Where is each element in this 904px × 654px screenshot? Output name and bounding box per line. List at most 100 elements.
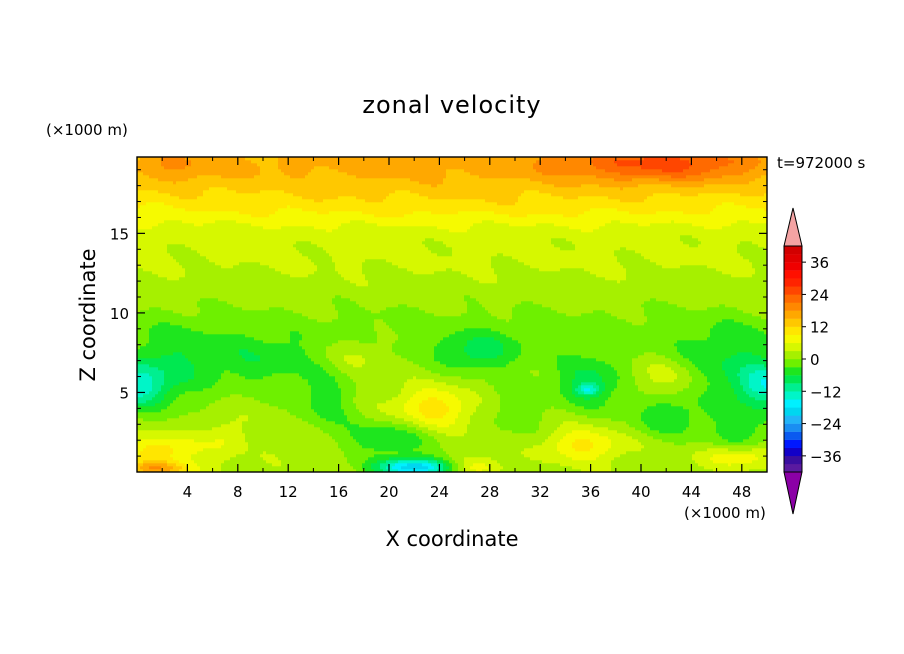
heatmap-cell — [458, 210, 495, 215]
heatmap-cell — [173, 309, 201, 314]
heatmap-cell — [203, 189, 237, 194]
heatmap-cell — [248, 441, 339, 446]
heatmap-cell — [428, 246, 453, 251]
heatmap-cell — [299, 330, 378, 335]
heatmap-cell — [440, 360, 510, 365]
heatmap-cell — [137, 345, 141, 350]
heatmap-cell — [644, 420, 690, 425]
heatmap-cell — [674, 342, 767, 347]
heatmap-cell — [137, 354, 162, 359]
heatmap-cell — [644, 306, 687, 311]
heatmap-cell — [314, 360, 333, 365]
heatmap-cell — [185, 157, 246, 161]
heatmap-cell — [641, 165, 690, 170]
heatmap-cell — [746, 390, 759, 395]
heatmap-cell — [137, 195, 180, 200]
heatmap-cell — [170, 192, 204, 197]
heatmap-cell — [449, 333, 507, 338]
heatmap-cell — [665, 354, 684, 359]
heatmap-cell — [137, 180, 174, 185]
heatmap-cell — [455, 459, 465, 464]
heatmap-cell — [182, 219, 216, 224]
heatmap-cell — [215, 261, 240, 266]
heatmap-cell — [197, 462, 222, 467]
heatmap-cell — [419, 363, 447, 368]
heatmap-cell — [152, 381, 165, 386]
heatmap-cell — [308, 273, 342, 278]
heatmap-cell — [455, 330, 501, 335]
heatmap-cell — [197, 174, 222, 179]
heatmap-cell — [137, 405, 168, 410]
heatmap-cell — [398, 393, 414, 398]
heatmap-cell — [350, 432, 417, 437]
heatmap-cell — [353, 465, 363, 470]
heatmap-cell — [161, 354, 186, 359]
heatmap-cell — [572, 456, 597, 461]
heatmap-cell — [704, 225, 723, 230]
heatmap-cell — [137, 207, 186, 212]
heatmap-cell — [320, 426, 348, 431]
heatmap-cell — [740, 375, 750, 380]
heatmap-cell — [299, 342, 333, 347]
heatmap-cell — [137, 357, 189, 362]
heatmap-cell — [182, 264, 222, 269]
heatmap-cell — [395, 339, 441, 344]
heatmap-cell — [191, 453, 237, 458]
heatmap-cell — [518, 195, 564, 200]
heatmap-cell — [476, 390, 498, 395]
heatmap-cell — [386, 306, 420, 311]
heatmap-cell — [359, 339, 378, 344]
heatmap-cell — [479, 402, 501, 407]
heatmap-cell — [686, 366, 699, 371]
heatmap-cell — [137, 198, 315, 203]
heatmap-cell — [572, 465, 612, 470]
heatmap-cell — [179, 459, 195, 464]
heatmap-cell — [521, 342, 675, 347]
heatmap-cell — [137, 429, 243, 434]
heatmap-cell — [749, 375, 767, 380]
heatmap-cell — [413, 375, 417, 380]
heatmap-cell — [356, 381, 405, 386]
heatmap-cell — [497, 273, 597, 278]
heatmap-cell — [596, 369, 618, 374]
heatmap-cell — [392, 396, 411, 401]
heatmap-cell — [137, 297, 201, 302]
heatmap-cell — [215, 438, 225, 443]
heatmap-cell — [500, 426, 540, 431]
heatmap-cell — [467, 342, 504, 347]
heatmap-cell — [617, 372, 633, 377]
heatmap-cell — [644, 157, 681, 161]
heatmap-cell — [449, 390, 477, 395]
heatmap-cell — [566, 453, 600, 458]
heatmap-cell — [188, 357, 246, 362]
heatmap-cell — [764, 192, 767, 197]
heatmap-cell — [485, 462, 501, 467]
heatmap-cell — [464, 345, 504, 350]
heatmap-cell — [137, 240, 297, 245]
heatmap-cell — [242, 393, 312, 398]
heatmap-cell — [758, 162, 767, 167]
heatmap-cell — [338, 384, 357, 389]
heatmap-cell — [599, 183, 639, 188]
heatmap-cell — [689, 411, 708, 416]
heatmap-cell — [704, 177, 756, 182]
heatmap-cell — [323, 246, 429, 251]
heatmap-cell — [221, 444, 249, 449]
heatmap-cell — [365, 276, 474, 281]
heatmap-cell — [590, 159, 615, 164]
heatmap-cell — [539, 372, 561, 377]
heatmap-cell — [173, 456, 192, 461]
heatmap-cell — [452, 252, 498, 257]
heatmap-cell — [377, 402, 405, 407]
heatmap-cell — [437, 438, 546, 443]
heatmap-cell — [557, 366, 615, 371]
heatmap-cell — [236, 189, 261, 194]
heatmap-cell — [614, 387, 639, 392]
heatmap-cell — [560, 438, 576, 443]
colorbar-swatch — [784, 278, 802, 287]
heatmap-cell — [305, 174, 357, 179]
heatmap-cell — [434, 378, 486, 383]
heatmap-cell — [617, 315, 648, 320]
heatmap-cell — [374, 417, 405, 422]
